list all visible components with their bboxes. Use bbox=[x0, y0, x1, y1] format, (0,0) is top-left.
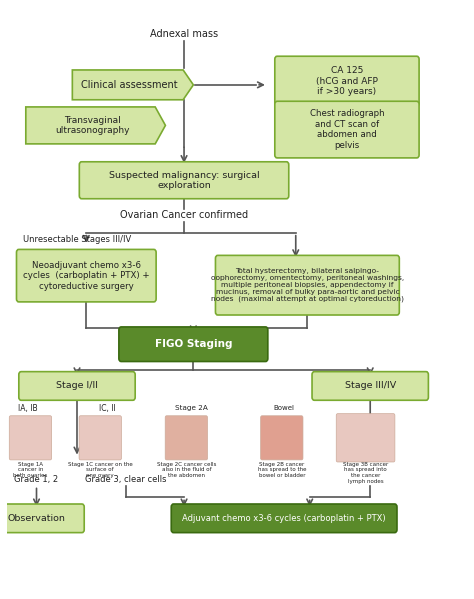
Text: Grade 3, clear cells: Grade 3, clear cells bbox=[85, 475, 167, 484]
FancyBboxPatch shape bbox=[79, 416, 121, 460]
FancyBboxPatch shape bbox=[275, 56, 419, 107]
FancyBboxPatch shape bbox=[19, 371, 135, 400]
Text: Stage 2C cancer cells
also in the fluid of
the abdomen: Stage 2C cancer cells also in the fluid … bbox=[157, 462, 216, 478]
Text: Adnexal mass: Adnexal mass bbox=[150, 29, 218, 39]
FancyBboxPatch shape bbox=[119, 327, 268, 362]
FancyBboxPatch shape bbox=[275, 101, 419, 158]
Text: IA, IB: IA, IB bbox=[18, 404, 38, 413]
Text: Stage 2B cancer
has spread to the
bowel or bladder: Stage 2B cancer has spread to the bowel … bbox=[257, 462, 306, 478]
Text: Observation: Observation bbox=[8, 514, 65, 523]
Text: Transvaginal
ultrasonography: Transvaginal ultrasonography bbox=[55, 116, 129, 135]
Text: Ovarian Cancer confirmed: Ovarian Cancer confirmed bbox=[120, 210, 248, 220]
FancyBboxPatch shape bbox=[171, 504, 397, 533]
FancyBboxPatch shape bbox=[165, 416, 208, 460]
Text: Neoadjuvant chemo x3-6
cycles  (carboplatin + PTX) +
cytoreductive surgery: Neoadjuvant chemo x3-6 cycles (carboplat… bbox=[23, 261, 150, 291]
Text: Unresectable Stages III/IV: Unresectable Stages III/IV bbox=[24, 235, 132, 244]
Polygon shape bbox=[26, 107, 165, 144]
Text: Stage III/IV: Stage III/IV bbox=[345, 382, 396, 391]
FancyBboxPatch shape bbox=[312, 371, 428, 400]
Text: Stage 2A: Stage 2A bbox=[174, 405, 208, 411]
FancyBboxPatch shape bbox=[336, 414, 395, 462]
FancyBboxPatch shape bbox=[9, 416, 52, 460]
Text: Grade 1, 2: Grade 1, 2 bbox=[14, 475, 59, 484]
Polygon shape bbox=[73, 70, 193, 100]
Text: Suspected malignancy: surgical
exploration: Suspected malignancy: surgical explorati… bbox=[109, 171, 259, 190]
FancyBboxPatch shape bbox=[216, 255, 399, 315]
Text: Bowel: Bowel bbox=[273, 405, 295, 411]
Text: Stage 1C cancer on the
surface of
one ovary: Stage 1C cancer on the surface of one ov… bbox=[68, 462, 133, 478]
Text: FIGO Staging: FIGO Staging bbox=[155, 339, 232, 349]
Text: Clinical assessment: Clinical assessment bbox=[81, 80, 178, 90]
FancyBboxPatch shape bbox=[79, 162, 289, 199]
Text: Chest radiograph
and CT scan of
abdomen and
pelvis: Chest radiograph and CT scan of abdomen … bbox=[310, 110, 384, 150]
Text: Stage 3B cancer
has spread into
the cancer
lymph nodes: Stage 3B cancer has spread into the canc… bbox=[343, 462, 388, 484]
Text: Stage 1A
cancer in
both ovaries: Stage 1A cancer in both ovaries bbox=[13, 462, 48, 478]
Text: Total hysterectomy, bilateral salpingo-
oophorectomy, omentectomy, peritoneal wa: Total hysterectomy, bilateral salpingo- … bbox=[211, 268, 404, 302]
Text: CA 125
(hCG and AFP
if >30 years): CA 125 (hCG and AFP if >30 years) bbox=[316, 66, 378, 96]
FancyBboxPatch shape bbox=[261, 416, 303, 460]
Text: IC, II: IC, II bbox=[99, 404, 116, 413]
Text: Stage I/II: Stage I/II bbox=[56, 382, 98, 391]
Text: Adjuvant chemo x3-6 cycles (carboplatin + PTX): Adjuvant chemo x3-6 cycles (carboplatin … bbox=[182, 514, 386, 523]
FancyBboxPatch shape bbox=[0, 504, 84, 533]
FancyBboxPatch shape bbox=[17, 249, 156, 302]
